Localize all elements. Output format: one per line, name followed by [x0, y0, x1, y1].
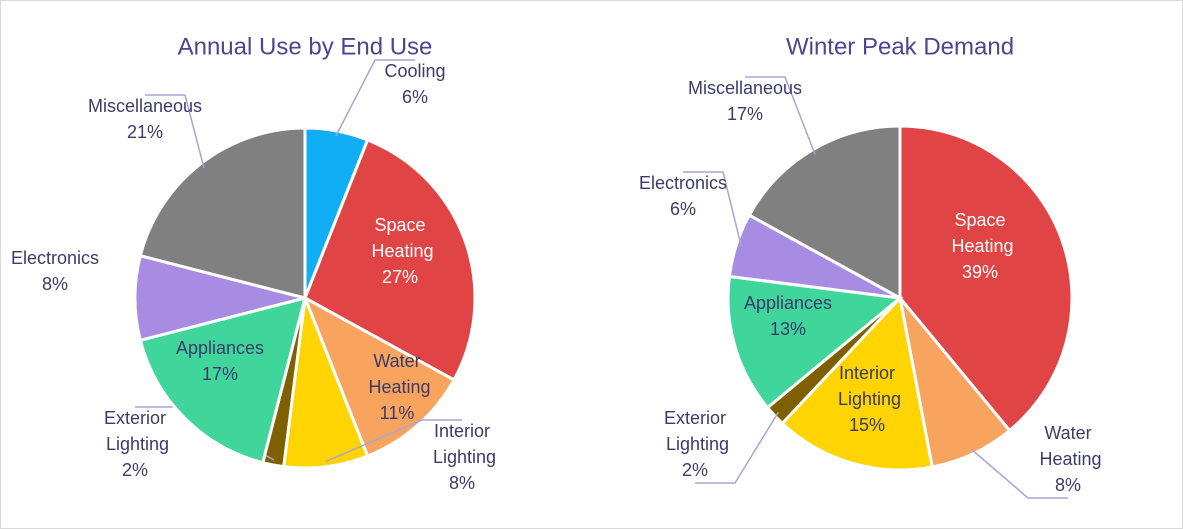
label-line: Electronics [11, 248, 99, 268]
pie-slice [747, 124, 902, 301]
value-label: 8% [449, 473, 475, 493]
label-line: Space [374, 215, 425, 235]
label-line: Water [1044, 423, 1091, 443]
value-label: 39% [962, 262, 998, 282]
slice-label: Electronics [639, 173, 727, 193]
chart-title: Winter Peak Demand [786, 33, 1014, 60]
label-line: Appliances [176, 338, 264, 358]
value-label: 2% [122, 460, 148, 480]
pie-slice [138, 295, 308, 465]
label-line: Lighting [101, 434, 169, 454]
pie-slice [898, 124, 1074, 433]
slice-label: Water Heating [363, 351, 430, 397]
leader-line [745, 76, 816, 155]
value-label: 15% [849, 415, 885, 435]
value-label: 8% [1055, 475, 1081, 495]
label-line: Cooling [384, 61, 445, 81]
slice-label: Water Heating [1034, 423, 1101, 469]
label-line: Exterior [664, 408, 726, 428]
value-label: 6% [402, 87, 428, 107]
label-line: Miscellaneous [688, 78, 802, 98]
slice-label: Interior Lighting [833, 363, 901, 409]
leader-line [325, 419, 462, 463]
value-label: 17% [727, 104, 763, 124]
value-label: 21% [127, 122, 163, 142]
label-line: Heating [366, 241, 433, 261]
slice-label: Space Heating [946, 210, 1013, 256]
label-line: Interior [434, 421, 490, 441]
slice-label: Miscellaneous [688, 78, 802, 98]
slice-label: Miscellaneous [88, 96, 202, 116]
value-label: 13% [770, 319, 806, 339]
pie-slice [138, 126, 307, 300]
value-label: 8% [42, 274, 68, 294]
slice-label: Exterior Lighting [661, 408, 729, 454]
slice-label: Appliances [176, 338, 264, 358]
label-line: Electronics [639, 173, 727, 193]
label-line: Appliances [744, 293, 832, 313]
slice-label: Cooling [384, 61, 445, 81]
value-label: 6% [670, 199, 696, 219]
pie-slice [302, 294, 457, 459]
label-line: Interior [839, 363, 895, 383]
label-line: Exterior [104, 408, 166, 428]
value-label: 2% [682, 460, 708, 480]
value-label: 17% [202, 364, 238, 384]
label-line: Space [954, 210, 1005, 230]
slice-label: Space Heating [366, 215, 433, 261]
slice-label: Interior Lighting [428, 421, 496, 467]
value-label: 11% [380, 403, 415, 423]
label-line: Heating [363, 377, 430, 397]
leader-line [335, 59, 415, 137]
slice-label: Appliances [744, 293, 832, 313]
slice-label: Electronics [11, 248, 99, 268]
slice-label: Exterior Lighting [101, 408, 169, 454]
pie-slice [726, 274, 904, 410]
leader-line [145, 94, 205, 168]
label-line: Lighting [833, 389, 901, 409]
label-line: Lighting [428, 447, 496, 467]
pie-slice [780, 294, 934, 472]
leader-line [695, 411, 780, 484]
label-line: Lighting [661, 434, 729, 454]
value-label: 27% [382, 267, 418, 287]
leader-line [970, 448, 1068, 499]
leader-line [683, 171, 743, 247]
label-line: Water [373, 351, 420, 371]
label-line: Miscellaneous [88, 96, 202, 116]
chart-title: Annual Use by End Use [178, 33, 433, 60]
label-line: Heating [946, 236, 1013, 256]
label-line: Heating [1034, 449, 1101, 469]
